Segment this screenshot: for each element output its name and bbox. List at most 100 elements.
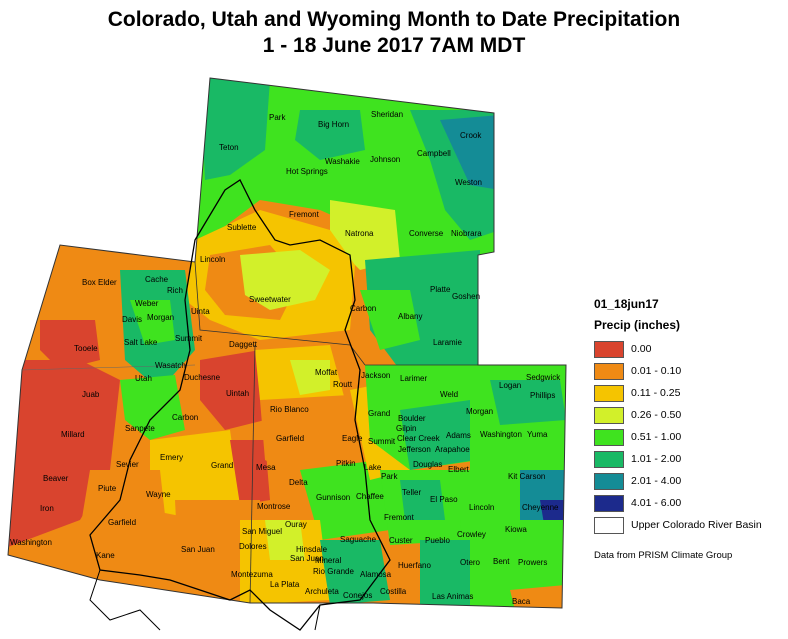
county-label: Millard: [61, 430, 85, 439]
county-label: Saguache: [340, 535, 377, 544]
precipitation-fill: [8, 78, 566, 608]
county-label: Weld: [440, 390, 458, 399]
county-label: Routt: [333, 380, 353, 389]
legend-swatch: [594, 472, 624, 490]
county-label: Boulder: [398, 414, 426, 423]
county-label: Pueblo: [425, 536, 450, 545]
county-label: La Plata: [270, 580, 300, 589]
legend-items: 0.00 0.01 - 0.10 0.11 - 0.25 0.26 - 0.50 0.5…: [594, 338, 784, 536]
county-label: Custer: [389, 536, 413, 545]
county-label: Summit: [368, 437, 396, 446]
county-label: San Juan: [290, 554, 324, 563]
county-label: Fremont: [384, 513, 415, 522]
state-outline: [7, 77, 567, 609]
county-label: Montezuma: [231, 570, 273, 579]
county-label: Grand: [211, 461, 233, 470]
county-label: Larimer: [400, 374, 427, 383]
county-label: Washington: [480, 430, 522, 439]
county-label: Alamosa: [360, 570, 392, 579]
legend-unit-label: Precip (inches): [594, 318, 681, 332]
county-label: Johnson: [370, 155, 400, 164]
county-label: Washington: [10, 538, 52, 547]
map-title: Colorado, Utah and Wyoming Month to Date…: [107, 8, 681, 31]
county-label: Platte: [430, 285, 451, 294]
county-label: Huerfano: [398, 561, 431, 570]
county-label: Morgan: [147, 313, 174, 322]
county-label: Carbon: [172, 413, 198, 422]
legend-item: Upper Colorado River Basin: [594, 514, 784, 536]
county-label: Laramie: [433, 338, 462, 347]
legend-label: 1.01 - 2.00: [631, 453, 682, 465]
county-label: Morgan: [466, 407, 493, 416]
county-label: Garfield: [276, 434, 304, 443]
county-label: Lake: [364, 463, 382, 472]
legend-label: 0.11 - 0.25: [631, 387, 681, 399]
county-label: Arapahoe: [435, 445, 470, 454]
county-label: Sedgwick: [526, 373, 561, 382]
county-label: Sanpete: [125, 424, 155, 433]
map-subtitle: 1 - 18 June 2017 7AM MDT: [262, 34, 526, 57]
county-label: Otero: [460, 558, 481, 567]
legend-label: 0.01 - 0.10: [631, 365, 682, 377]
county-label: Adams: [446, 431, 471, 440]
county-label: Conejos: [343, 591, 372, 600]
county-label: Weston: [455, 178, 482, 187]
county-label: Archuleta: [305, 587, 339, 596]
legend-label: 2.01 - 4.00: [631, 475, 682, 487]
county-label: Emery: [160, 453, 183, 462]
county-label: Duchesne: [184, 373, 221, 382]
county-label: Converse: [409, 229, 444, 238]
county-label: Carbon: [350, 304, 376, 313]
county-label: Jefferson: [398, 445, 431, 454]
county-label: Gunnison: [316, 493, 350, 502]
county-label: Pitkin: [336, 459, 356, 468]
legend-label: 0.51 - 1.00: [631, 431, 682, 443]
county-label: Washakie: [325, 157, 360, 166]
county-label: Las Animas: [432, 592, 473, 601]
county-label: Montrose: [257, 502, 291, 511]
county-label: Jackson: [361, 371, 390, 380]
county-label: Grand: [368, 409, 390, 418]
county-label: Albany: [398, 312, 422, 321]
county-label: Iron: [40, 504, 54, 513]
county-label: Box Elder: [82, 278, 117, 287]
county-label: Elbert: [448, 465, 470, 474]
legend-label: 0.26 - 0.50: [631, 409, 682, 421]
county-label: Douglas: [413, 460, 442, 469]
legend-layer-name: 01_18jun17: [594, 297, 659, 311]
county-label: Utah: [135, 374, 152, 383]
county-label: San Juan: [181, 545, 215, 554]
county-label: Rio Grande: [313, 567, 354, 576]
county-label: San Miguel: [242, 527, 282, 536]
county-label: Kit Carson: [508, 472, 545, 481]
county-label: Sublette: [227, 223, 257, 232]
county-label: Sheridan: [371, 110, 403, 119]
county-label: Chaffee: [356, 492, 384, 501]
county-label: Clear Creek: [397, 434, 441, 443]
county-label: Costilla: [380, 587, 407, 596]
county-label: Rio Blanco: [270, 405, 309, 414]
county-label: Uinta: [191, 307, 210, 316]
county-label: Piute: [98, 484, 117, 493]
county-label: Kane: [96, 551, 115, 560]
county-label: Hot Springs: [286, 167, 328, 176]
legend-item: 1.01 - 2.00: [594, 448, 784, 470]
county-label: Logan: [499, 381, 521, 390]
county-label: Sevier: [116, 460, 139, 469]
county-label: Delta: [289, 478, 308, 487]
county-label: Big Horn: [318, 120, 349, 129]
legend-item: 2.01 - 4.00: [594, 470, 784, 492]
county-label: Mineral: [315, 556, 341, 565]
county-label: Fremont: [289, 210, 320, 219]
data-credit: Data from PRISM Climate Group: [594, 550, 733, 561]
county-label: Hinsdale: [296, 545, 328, 554]
county-label: Weber: [135, 299, 159, 308]
county-label: Davis: [122, 315, 142, 324]
legend-swatch: [594, 450, 624, 468]
legend-label: 0.00: [631, 343, 652, 355]
county-label: Cache: [145, 275, 169, 284]
legend-label: Upper Colorado River Basin: [631, 519, 762, 531]
county-label: Yuma: [527, 430, 548, 439]
county-label: Kiowa: [505, 525, 527, 534]
